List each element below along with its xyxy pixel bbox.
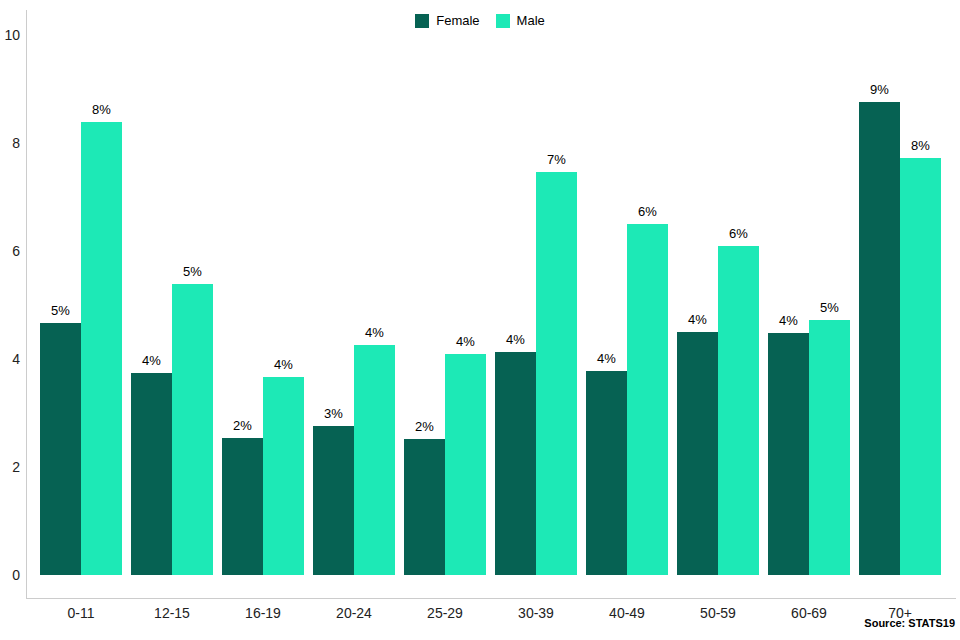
legend-item-female[interactable]: Female — [415, 13, 479, 28]
bar-female-25-29[interactable] — [404, 439, 445, 575]
bar-value-label: 6% — [709, 226, 769, 242]
bar-female-70+[interactable] — [859, 102, 900, 575]
bar-female-12-15[interactable] — [131, 373, 172, 575]
y-axis-label: 6 — [0, 242, 20, 260]
x-axis-label: 16-19 — [218, 604, 309, 622]
bar-value-label: 5% — [800, 300, 860, 316]
y-axis-label: 8 — [0, 134, 20, 152]
bar-female-30-39[interactable] — [495, 352, 536, 575]
bar-female-0-11[interactable] — [40, 323, 81, 575]
bar-male-25-29[interactable] — [445, 354, 486, 575]
bar-male-16-19[interactable] — [263, 377, 304, 575]
y-axis-label: 2 — [0, 458, 20, 476]
bar-female-20-24[interactable] — [313, 426, 354, 575]
x-axis-line — [26, 598, 956, 599]
bar-value-label: 5% — [163, 264, 223, 280]
x-axis-label: 25-29 — [400, 604, 491, 622]
bar-female-50-59[interactable] — [677, 332, 718, 575]
bar-male-0-11[interactable] — [81, 122, 122, 575]
legend: Female Male — [0, 13, 960, 28]
x-axis-label: 20-24 — [309, 604, 400, 622]
legend-label-female: Female — [436, 13, 479, 28]
bar-male-70+[interactable] — [900, 158, 941, 575]
x-axis-label: 60-69 — [764, 604, 855, 622]
female-swatch-icon — [415, 14, 429, 28]
y-axis-label: 10 — [0, 26, 20, 44]
bar-value-label: 6% — [618, 204, 678, 220]
x-axis-label: 0-11 — [36, 604, 127, 622]
bar-value-label: 8% — [891, 138, 951, 154]
y-axis-label: 0 — [0, 566, 20, 584]
bar-value-label: 4% — [345, 325, 405, 341]
legend-item-male[interactable]: Male — [496, 13, 545, 28]
x-axis-label: 40-49 — [582, 604, 673, 622]
bar-value-label: 4% — [254, 357, 314, 373]
bar-female-60-69[interactable] — [768, 333, 809, 575]
bar-value-label: 9% — [850, 82, 910, 98]
x-axis-label: 30-39 — [491, 604, 582, 622]
y-axis-line — [26, 10, 27, 598]
bar-male-20-24[interactable] — [354, 345, 395, 575]
bar-male-40-49[interactable] — [627, 224, 668, 575]
y-axis-label: 4 — [0, 350, 20, 368]
grouped-bar-chart: Female Male 02468105%8%0-114%5%12-152%4%… — [0, 0, 960, 640]
bar-male-50-59[interactable] — [718, 246, 759, 575]
legend-label-male: Male — [517, 13, 545, 28]
bar-male-60-69[interactable] — [809, 320, 850, 575]
bar-female-16-19[interactable] — [222, 438, 263, 575]
x-axis-label: 12-15 — [127, 604, 218, 622]
male-swatch-icon — [496, 14, 510, 28]
bar-value-label: 8% — [72, 102, 132, 118]
bar-male-30-39[interactable] — [536, 172, 577, 575]
bar-value-label: 7% — [527, 152, 587, 168]
source-note: Source: STATS19 — [864, 617, 955, 629]
x-axis-label: 50-59 — [673, 604, 764, 622]
bar-male-12-15[interactable] — [172, 284, 213, 575]
bar-female-40-49[interactable] — [586, 371, 627, 575]
